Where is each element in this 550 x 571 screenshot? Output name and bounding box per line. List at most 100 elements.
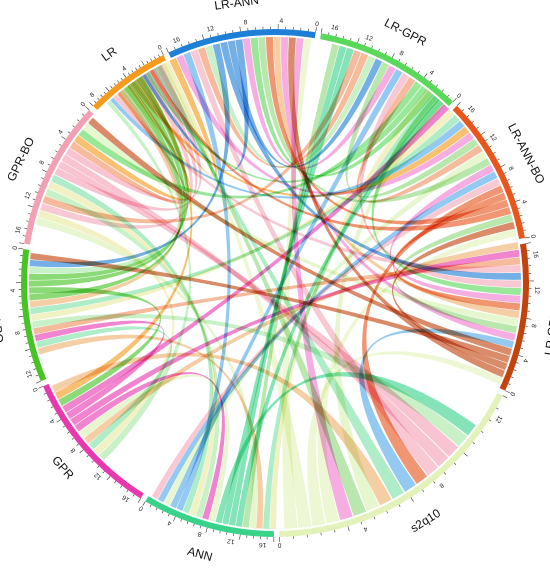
tick-label: 12 xyxy=(226,537,235,545)
tick-mark xyxy=(102,471,105,474)
tick-mark xyxy=(25,342,29,344)
chord-ribbon xyxy=(282,38,312,529)
tick-mark xyxy=(518,355,524,358)
tick-mark xyxy=(142,501,146,506)
tick-mark xyxy=(347,526,350,532)
tick-mark xyxy=(357,37,360,43)
tick-mark xyxy=(41,177,44,179)
tick-mark xyxy=(510,376,514,378)
tick-mark xyxy=(493,152,496,154)
segment-arc-gpr xyxy=(42,383,144,499)
tick-mark xyxy=(166,47,169,53)
segment-arc-s2q10 xyxy=(279,392,503,537)
tick-label: 4 xyxy=(10,288,17,292)
tick-mark xyxy=(219,530,221,534)
tick-mark xyxy=(47,399,50,402)
tick-mark xyxy=(515,199,521,202)
tick-mark xyxy=(127,72,130,75)
tick-label: 0 xyxy=(315,21,320,29)
tick-mark xyxy=(186,521,189,525)
tick-mark xyxy=(435,84,438,87)
tick-mark xyxy=(72,125,75,128)
chord-ribbon xyxy=(228,45,347,526)
segment-arc-gpr-bo xyxy=(24,109,94,245)
tick-mark xyxy=(466,114,470,118)
tick-mark xyxy=(489,145,492,148)
tick-label: 4 xyxy=(520,199,528,205)
tick-mark xyxy=(385,51,387,55)
ticks-layer: 0481204812160481216048121604812160480481… xyxy=(10,18,541,549)
chord-ribbon xyxy=(134,57,217,177)
tick-mark xyxy=(526,318,532,320)
segment-arc-ann xyxy=(145,496,274,537)
tick-mark xyxy=(138,65,141,68)
tick-label: 16 xyxy=(259,541,267,548)
tick-mark xyxy=(502,395,508,399)
tick-mark xyxy=(410,497,414,502)
tick-mark xyxy=(106,476,111,481)
tick-label: 0 xyxy=(138,504,145,512)
tick-mark xyxy=(447,94,450,97)
chord-ribbon xyxy=(42,50,362,224)
tick-label: 8 xyxy=(529,323,537,328)
tick-mark xyxy=(173,516,176,522)
tick-mark xyxy=(24,227,27,229)
segment-label-gpr: GPR xyxy=(49,453,77,482)
tick-mark xyxy=(67,431,70,434)
chord-ribbon xyxy=(65,64,202,202)
tick-mark xyxy=(485,139,488,142)
chord-ribbon xyxy=(29,287,161,406)
tick-mark xyxy=(398,58,401,62)
tick-label: 8 xyxy=(437,481,445,489)
tick-mark xyxy=(50,406,54,409)
tick-mark xyxy=(315,27,317,33)
tick-label: 12 xyxy=(488,133,498,143)
tick-mark xyxy=(519,214,523,217)
segment-label-ann-bo: ANN-BO xyxy=(0,296,6,344)
tick-mark xyxy=(205,527,208,533)
tick-label: 12 xyxy=(494,414,504,424)
tick-mark xyxy=(193,523,195,527)
tick-mark xyxy=(461,109,465,112)
tick-mark xyxy=(391,53,395,58)
tick-mark xyxy=(452,98,457,103)
chord-ribbon xyxy=(345,61,479,198)
tick-mark xyxy=(67,131,71,134)
tick-label: 8 xyxy=(507,166,515,173)
tick-mark xyxy=(41,169,47,173)
tick-mark xyxy=(167,513,170,517)
tick-mark xyxy=(18,316,24,318)
tick-mark xyxy=(100,94,103,97)
tick-mark xyxy=(82,113,85,116)
tick-label: 4 xyxy=(166,519,172,527)
tick-mark xyxy=(120,77,123,81)
tick-mark xyxy=(201,34,204,40)
tick-mark xyxy=(350,37,352,41)
tick-mark xyxy=(417,70,420,74)
tick-mark xyxy=(508,383,511,385)
tick-mark xyxy=(411,66,414,70)
tick-label: 4 xyxy=(521,358,529,364)
tick-label: 16 xyxy=(330,24,339,33)
chord-ribbon xyxy=(36,326,172,450)
tick-mark xyxy=(422,489,425,493)
tick-mark xyxy=(161,510,164,514)
tick-mark xyxy=(180,519,182,522)
tick-label: 4 xyxy=(48,417,56,424)
tick-mark xyxy=(154,56,156,59)
tick-mark xyxy=(18,248,24,250)
tick-mark xyxy=(371,45,373,49)
tick-mark xyxy=(430,79,433,83)
tick-mark xyxy=(131,70,134,73)
segment-label-ann: ANN xyxy=(186,544,214,564)
tick-mark xyxy=(79,449,84,454)
tick-mark xyxy=(155,507,158,511)
tick-label: 0 xyxy=(157,44,164,52)
tick-mark xyxy=(117,80,120,83)
tick-mark xyxy=(27,205,33,208)
tick-mark xyxy=(32,198,36,200)
tick-label: 12 xyxy=(93,471,103,481)
tick-mark xyxy=(335,33,337,37)
tick-mark xyxy=(525,242,531,244)
